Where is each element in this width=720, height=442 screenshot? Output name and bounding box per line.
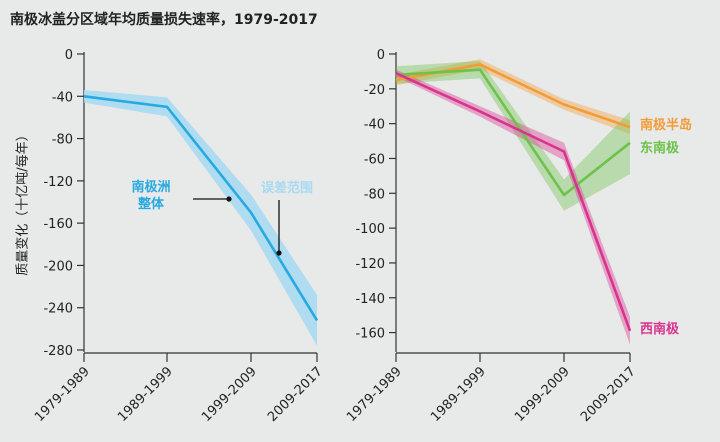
x-tick-label: 1989-1999 [428, 364, 489, 425]
y-tick-label: -140 [355, 292, 385, 307]
y-tick-label: -120 [43, 175, 73, 190]
y-tick-label: -160 [43, 217, 73, 232]
x-tick-label: 1989-1999 [115, 364, 176, 425]
y-tick-label: -160 [355, 327, 385, 342]
x-tick-label: 1999-2009 [199, 364, 260, 425]
left-chart: 0 -40 -80 -120 -160 -200 -240 -280 1979-1989 1989… [32, 48, 326, 425]
x-tick-label: 1979-1989 [32, 364, 93, 425]
x-tick-label: 2009-2017 [265, 364, 326, 425]
y-tick-label: -200 [43, 259, 73, 274]
error-range-label: 误差范围 [261, 180, 313, 196]
series-line-west [395, 71, 632, 332]
y-tick-label: -80 [52, 133, 73, 148]
y-tick-label: -60 [364, 152, 385, 167]
series-label-peninsula: 南极半岛 [640, 117, 692, 133]
y-tick-label: -40 [52, 90, 73, 105]
y-tick-label: -40 [364, 118, 385, 133]
series-line-antarctica [83, 94, 319, 322]
y-tick-label: -80 [364, 187, 385, 202]
x-tick-label: 2009-2017 [578, 364, 639, 425]
y-tick-label: -20 [364, 83, 385, 98]
error-band-antarctica [84, 89, 317, 346]
x-tick-label: 1979-1989 [344, 364, 405, 425]
chart-title: 南极冰盖分区域年均质量损失速率，1979-2017 [10, 12, 318, 28]
y-tick-label: -240 [43, 302, 73, 317]
y-tick-label: 0 [65, 48, 73, 63]
label-pointer-dot [226, 196, 232, 202]
series-label-antarctica: 南极洲 [131, 179, 170, 195]
y-tick-label: 0 [377, 48, 385, 63]
series-label-west: 西南极 [640, 321, 680, 337]
right-chart: 0 -20 -40 -60 -80 -100 -120 -140 -160 1979-1989 19… [344, 48, 692, 425]
x-tick-label: 1999-2009 [512, 364, 573, 425]
y-tick-label: -280 [43, 344, 73, 359]
y-tick-label: -100 [355, 222, 385, 237]
error-range-pointer-dot [276, 250, 282, 256]
y-tick-label: -120 [355, 257, 385, 272]
series-label-antarctica: 整体 [137, 196, 165, 212]
series-label-east: 东南极 [640, 140, 680, 156]
